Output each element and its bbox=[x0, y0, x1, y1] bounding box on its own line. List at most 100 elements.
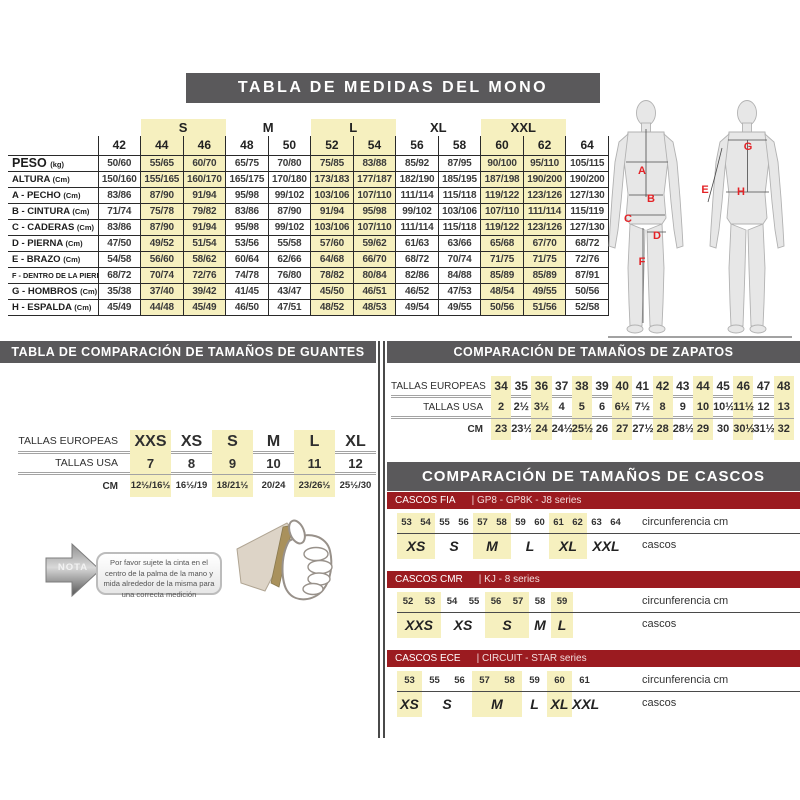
helmet-circumference-value: 58 bbox=[497, 671, 522, 691]
helmet-circumference-value: 64 bbox=[610, 517, 621, 528]
helmet-size-value: M bbox=[472, 692, 522, 717]
mono-value-cell: 49/54 bbox=[395, 298, 439, 316]
mono-value-cell: 60/64 bbox=[225, 250, 269, 268]
shoes-value: 36 bbox=[531, 375, 552, 397]
mono-value-cell: 45/49 bbox=[182, 298, 227, 316]
mono-value-cell: 182/190 bbox=[395, 170, 439, 188]
helmet-section-fia: CASCOS FIA | GP8 - GP8K - J8 series 53 54… bbox=[387, 492, 800, 559]
shoes-value: 7½ bbox=[634, 400, 651, 413]
gloves-value: XS bbox=[180, 432, 203, 450]
mono-group-spacer bbox=[98, 119, 141, 136]
helmet-circumference-value: 60 bbox=[547, 671, 572, 691]
gloves-value: XXS bbox=[130, 429, 171, 453]
mono-group-M: M bbox=[262, 120, 274, 135]
mono-row-label: F - DENTRO DE LA PIERNA (Cm) bbox=[8, 266, 99, 284]
shoes-value: 13 bbox=[773, 396, 794, 418]
mono-value-cell: 74/78 bbox=[225, 266, 269, 284]
mono-value-cell: 45/49 bbox=[97, 298, 142, 316]
mono-value-cell: 47/53 bbox=[437, 282, 482, 300]
mono-value-cell: 119/122 bbox=[480, 186, 524, 204]
mono-value-cell: 46/52 bbox=[395, 282, 439, 300]
helmet-size-value: XL bbox=[547, 692, 572, 717]
mono-value-cell: 48/52 bbox=[310, 298, 354, 316]
mono-value-cell: 71/74 bbox=[97, 202, 142, 220]
gloves-value: 20/24 bbox=[261, 480, 286, 491]
helmet-cmr-bar: CASCOS CMR | KJ - 8 series bbox=[387, 571, 800, 588]
mono-value-cell: 62/66 bbox=[267, 250, 312, 268]
mono-value-cell: 71/75 bbox=[480, 250, 524, 268]
helmet-fia-sizes: XS S M L XL XXL bbox=[397, 534, 800, 559]
mono-value-cell: 65/68 bbox=[480, 234, 524, 252]
mono-value-cell: 87/95 bbox=[437, 154, 482, 172]
mono-row-label: C - CADERAS (Cm) bbox=[8, 218, 99, 236]
helmet-circumference-value: 56 bbox=[458, 517, 469, 528]
mono-value-cell: 107/110 bbox=[352, 186, 397, 204]
mono-value-cell: 83/86 bbox=[97, 186, 142, 204]
circumference-label: circunferencia cm bbox=[642, 516, 729, 528]
mono-value-cell: 46/50 bbox=[225, 298, 269, 316]
helmet-circumference-value: 63 bbox=[591, 517, 602, 528]
mono-value-cell: 59/62 bbox=[352, 234, 397, 252]
mono-value-cell: 44/48 bbox=[140, 298, 184, 316]
circumference-label: circunferencia cm bbox=[642, 595, 729, 607]
mono-value-cell: 150/160 bbox=[97, 170, 142, 188]
mono-value-cell: 37/40 bbox=[140, 282, 184, 300]
mono-value-cell: 83/88 bbox=[352, 154, 397, 172]
gloves-row: TALLAS EUROPEAS XXS XS S M L XL bbox=[18, 429, 376, 454]
letter-A: A bbox=[638, 165, 646, 177]
shoes-value: 10 bbox=[692, 396, 714, 418]
shoes-value: 30 bbox=[717, 423, 730, 435]
shoes-value: 45 bbox=[716, 378, 730, 393]
shoes-value: 24 bbox=[531, 419, 552, 440]
section-divider bbox=[378, 341, 385, 738]
mono-value-cell: 71/75 bbox=[522, 250, 567, 268]
gloves-value: 12 bbox=[348, 455, 363, 471]
mono-value-cell: 58/62 bbox=[182, 250, 227, 268]
helmet-circumference-value: 54 bbox=[416, 513, 435, 533]
mono-value-cell: 83/86 bbox=[225, 202, 269, 220]
gloves-value: 18/21½ bbox=[212, 475, 253, 497]
helmet-size-value: L bbox=[551, 613, 573, 638]
mono-group-L: L bbox=[310, 119, 396, 136]
shoes-value: 2 bbox=[491, 396, 512, 418]
gloves-value: 9 bbox=[212, 452, 253, 474]
mono-value-cell: 190/200 bbox=[522, 170, 567, 188]
measurement-lines bbox=[608, 129, 792, 338]
corner-cell bbox=[8, 119, 98, 136]
nota-bubble: Por favor sujete la cinta en el centro d… bbox=[96, 552, 222, 599]
helmet-ece-circumferences: 53 55 56 57 58 59 60 61 bbox=[397, 671, 800, 692]
mono-size-header: 60 bbox=[480, 136, 524, 156]
mono-value-cell: 170/180 bbox=[267, 170, 312, 188]
mono-value-cell: 63/66 bbox=[437, 234, 482, 252]
mono-value-cell: 95/98 bbox=[225, 218, 269, 236]
mono-value-cell: 99/102 bbox=[267, 218, 312, 236]
helmet-size-value: S bbox=[442, 696, 452, 712]
helmet-size-value: S bbox=[485, 613, 529, 638]
letter-C: C bbox=[624, 213, 632, 225]
mono-value-cell: 79/82 bbox=[182, 202, 227, 220]
mono-value-cell: 43/47 bbox=[267, 282, 312, 300]
mono-value-cell: 82/86 bbox=[395, 266, 439, 284]
mono-size-header: 48 bbox=[225, 136, 269, 156]
mono-value-cell: 64/68 bbox=[310, 250, 354, 268]
gloves-value: 16½/19 bbox=[175, 480, 208, 491]
shoes-value: 46 bbox=[733, 375, 754, 397]
helmet-cmr-table: 52 53 54 55 56 57 58 59 XXS XS S M L circunferencia… bbox=[397, 592, 800, 638]
shoes-value: 29 bbox=[692, 419, 714, 440]
shoes-value: 39 bbox=[595, 378, 609, 393]
helmet-circumference-value: 54 bbox=[446, 596, 458, 607]
mono-sizes-row: 42 44 46 48 50 52 54 56 58 60 62 64 bbox=[8, 136, 609, 156]
gloves-value: 8 bbox=[187, 455, 196, 471]
helmet-circumference-value: 59 bbox=[551, 592, 573, 612]
mono-row-label: A - PECHO (Cm) bbox=[8, 186, 99, 204]
mono-value-cell: 85/89 bbox=[480, 266, 524, 284]
shoes-value: 10½ bbox=[713, 400, 735, 413]
shoes-value: 5 bbox=[571, 396, 592, 418]
mono-size-header: 46 bbox=[182, 136, 227, 156]
shoes-section-title: COMPARACIÓN DE TAMAÑOS DE ZAPATOS bbox=[387, 341, 800, 363]
helmet-section-cmr: CASCOS CMR | KJ - 8 series 52 53 54 55 56 57 5… bbox=[387, 571, 800, 638]
shoes-value: 44 bbox=[692, 375, 714, 397]
mono-value-cell: 47/51 bbox=[267, 298, 312, 316]
helmet-ece-sizes: XS S M L XL XXL bbox=[397, 692, 800, 717]
mono-value-cell: 90/100 bbox=[480, 154, 524, 172]
